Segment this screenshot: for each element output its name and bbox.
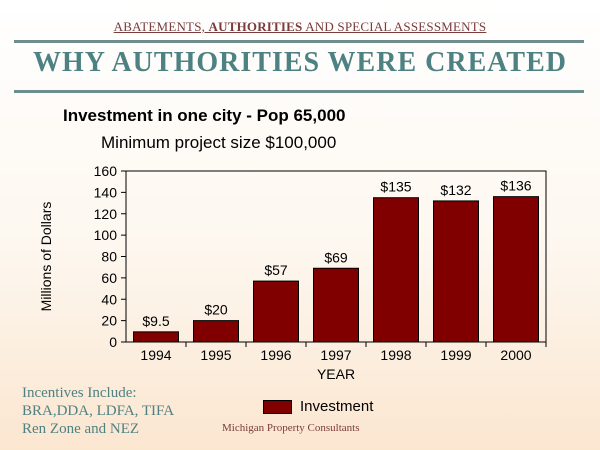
bar	[193, 320, 239, 343]
data-label: $69	[324, 249, 348, 265]
y-tick-label: 140	[94, 184, 118, 200]
incentives-line-2: BRA,DDA, LDFA, TIFA	[22, 403, 175, 419]
y-tick-label: 100	[94, 227, 118, 243]
x-tick-label: 2000	[500, 347, 531, 363]
y-tick-label: 160	[94, 163, 118, 179]
bar	[253, 280, 299, 343]
page-title: WHY AUTHORITIES WERE CREATED	[33, 47, 567, 78]
legend-label: Investment	[300, 398, 374, 415]
y-axis-label: Millions of Dollars	[38, 202, 54, 312]
x-tick-label: 1995	[200, 347, 231, 363]
y-tick-label: 120	[94, 206, 118, 222]
incentives-line-3: Ren Zone and NEZ	[22, 421, 140, 437]
bar	[133, 331, 179, 343]
chart-title: Investment in one city - Pop 65,000	[63, 106, 346, 125]
y-tick-label: 80	[101, 249, 117, 265]
data-label: $135	[380, 179, 411, 195]
y-tick-label: 20	[101, 313, 117, 329]
bar	[433, 200, 479, 343]
bar	[493, 196, 539, 343]
section-header: ABATEMENTS, AUTHORITIES AND SPECIAL ASSE…	[0, 19, 600, 35]
data-label: $136	[500, 178, 531, 194]
incentives-line-1: Incentives Include:	[22, 385, 137, 401]
top-rule	[14, 40, 584, 43]
incentives-note: Incentives Include: BRA,DDA, LDFA, TIFA …	[22, 384, 174, 438]
y-tick-label: 60	[101, 270, 117, 286]
title-rule	[14, 90, 584, 93]
data-label: $20	[204, 302, 228, 318]
bar	[373, 197, 419, 343]
header-part-1: ABATEMENTS,	[113, 19, 209, 34]
x-tick-label: 1994	[140, 347, 171, 363]
bar	[313, 267, 359, 343]
y-tick-label: 40	[101, 291, 117, 307]
header-part-2: AUTHORITIES	[208, 19, 303, 34]
data-label: $9.5	[142, 313, 169, 329]
data-label: $57	[264, 262, 288, 278]
x-tick-label: 1996	[260, 347, 291, 363]
credit-text: Michigan Property Consultants	[222, 422, 360, 434]
header-part-3: AND SPECIAL ASSESSMENTS	[302, 19, 487, 34]
x-axis-label: YEAR	[317, 366, 355, 382]
data-label: $132	[440, 182, 471, 198]
x-tick-label: 1997	[320, 347, 351, 363]
x-tick-label: 1999	[440, 347, 471, 363]
y-tick-label: 0	[109, 334, 117, 350]
x-tick-label: 1998	[380, 347, 411, 363]
chart-legend: Investment	[263, 398, 373, 415]
chart-subtitle: Minimum project size $100,000	[101, 133, 337, 152]
legend-swatch	[263, 399, 292, 414]
